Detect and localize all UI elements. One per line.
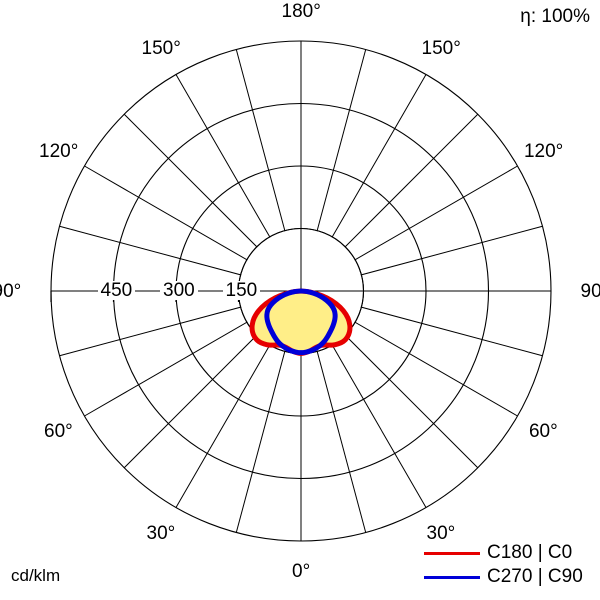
radial-tick-label-300: 300 [160, 280, 198, 300]
angle-label-60: 60° [528, 420, 558, 442]
polar-curves [249, 288, 353, 356]
legend-label-c180-c0: C180 | C0 [487, 542, 573, 563]
unit-label: cd/klm [11, 566, 61, 585]
angle-label-120: 120° [523, 140, 564, 162]
radial-tick-label-450: 450 [97, 280, 136, 300]
efficiency-label: η: 100% [520, 6, 590, 27]
angle-label-150: 150° [421, 38, 461, 59]
angle-label-neg60: 60° [44, 420, 73, 442]
radial-tick-label-150: 150 [222, 280, 261, 300]
angle-label-neg90: 90° [0, 280, 22, 302]
angle-label-30: 30° [426, 522, 456, 544]
angle-label-0: 0° [292, 560, 311, 582]
angle-label-neg120: 120° [39, 140, 79, 162]
angle-label-180: 180° [281, 0, 321, 22]
legend-swatch-red [424, 551, 480, 555]
radial-tick-axis [50, 291, 240, 302]
legend-item-c180-c0: C180 | C0 [424, 541, 592, 565]
angle-label-90: 90° [580, 280, 600, 302]
legend-swatch-blue [424, 575, 480, 579]
legend-item-c270-c90: C270 | C90 [424, 565, 592, 589]
legend-label-c270-c90: C270 | C90 [487, 566, 583, 587]
legend: C180 | C0 C270 | C90 [424, 541, 592, 589]
angle-label-neg30: 30° [146, 522, 176, 544]
angle-label-neg150: 150° [141, 38, 181, 59]
